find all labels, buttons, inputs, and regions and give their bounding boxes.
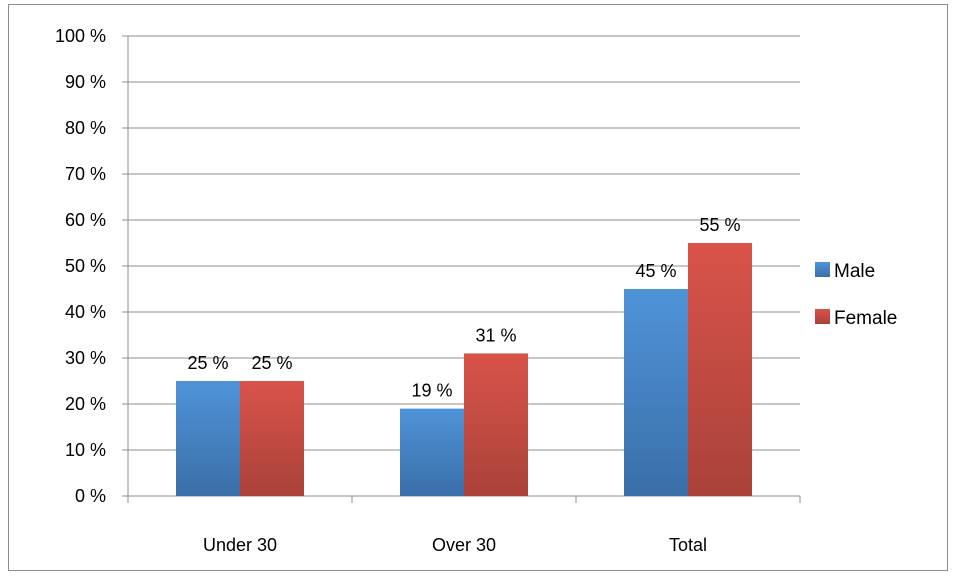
x-tick-label: Under 30 <box>203 535 277 555</box>
y-tick-label: 100 % <box>55 26 106 46</box>
bar-male <box>624 289 688 496</box>
y-tick-label: 30 % <box>65 348 106 368</box>
bar-female <box>464 353 528 496</box>
y-tick-label: 0 % <box>75 486 106 506</box>
y-tick-label: 10 % <box>65 440 106 460</box>
legend-label-male: Male <box>834 261 875 282</box>
y-tick-label: 50 % <box>65 256 106 276</box>
data-label: 55 % <box>699 215 740 235</box>
y-tick-label: 20 % <box>65 394 106 414</box>
legend-label-female: Female <box>834 308 897 329</box>
y-tick-label: 40 % <box>65 302 106 322</box>
y-tick-label: 60 % <box>65 210 106 230</box>
bar-female <box>688 243 752 496</box>
y-tick-label: 90 % <box>65 72 106 92</box>
legend-swatch-female <box>815 309 830 324</box>
data-label: 31 % <box>475 325 516 345</box>
data-label: 25 % <box>187 353 228 373</box>
legend-swatch-male <box>815 262 830 277</box>
bar-female <box>240 381 304 496</box>
y-tick-label: 70 % <box>65 164 106 184</box>
x-tick-label: Over 30 <box>432 535 496 555</box>
data-label: 25 % <box>251 353 292 373</box>
bars <box>176 243 752 496</box>
bar-male <box>400 408 464 496</box>
data-labels: 25 % 25 % 19 % 31 % 45 % 55 % <box>187 215 740 401</box>
data-label: 45 % <box>635 261 676 281</box>
y-tick-label: 80 % <box>65 118 106 138</box>
legend: Male Female <box>815 261 897 329</box>
bar-male <box>176 381 240 496</box>
x-tick-label: Total <box>669 535 707 555</box>
data-label: 19 % <box>411 381 452 401</box>
